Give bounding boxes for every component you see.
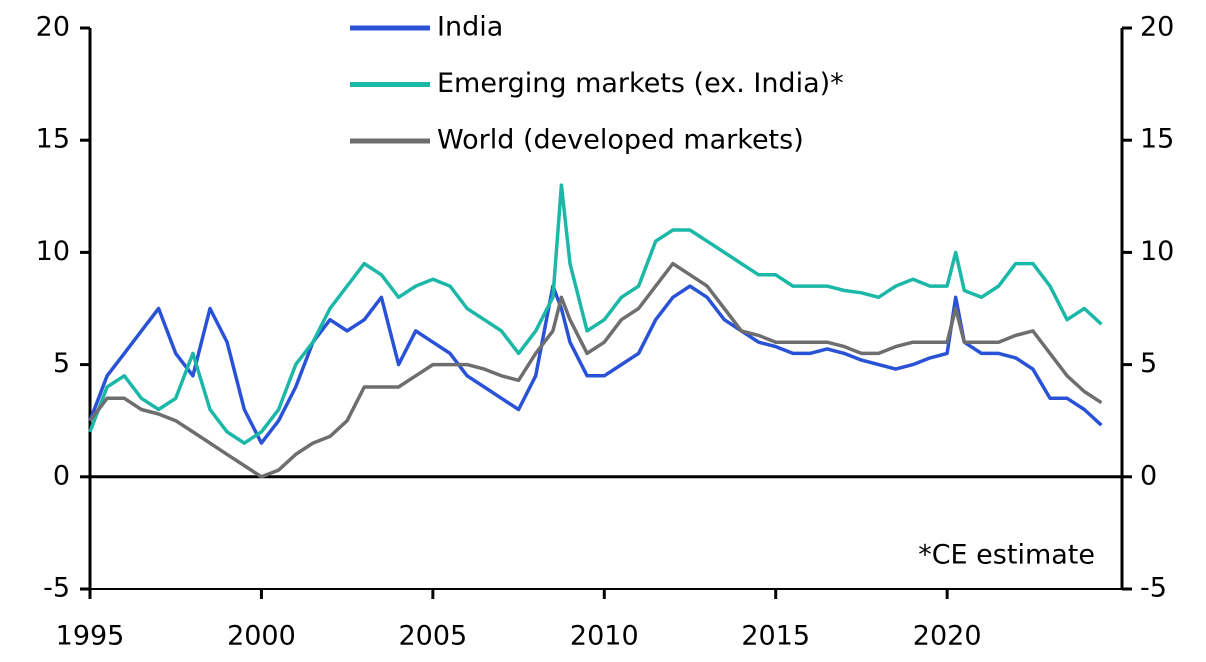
legend-label: World (developed markets) <box>437 125 804 156</box>
y2-tick-label: 0 <box>1140 460 1157 491</box>
line-series <box>88 261 1103 479</box>
y-tick-label: 10 <box>36 236 70 267</box>
y2-tick-label: -5 <box>1140 573 1167 604</box>
y2-tick-label: 5 <box>1140 348 1157 379</box>
y-tick-label: 0 <box>53 460 70 491</box>
x-tick-label: 2000 <box>227 621 296 652</box>
x-tick-label: 2005 <box>398 621 467 652</box>
x-tick-label: 2015 <box>741 621 810 652</box>
y2-tick-label: 10 <box>1140 236 1174 267</box>
x-tick-label: 2020 <box>913 621 982 652</box>
annotation: *CE estimate <box>918 540 1095 571</box>
y-tick-label: -5 <box>43 573 70 604</box>
y-tick-label: 15 <box>36 124 70 155</box>
x-tick-label: 1995 <box>56 621 125 652</box>
legend-label: Emerging markets (ex. India)* <box>437 68 844 99</box>
x-tick-label: 2010 <box>570 621 639 652</box>
y2-tick-label: 15 <box>1140 124 1174 155</box>
line-series <box>88 284 1103 445</box>
line-series <box>88 183 1103 445</box>
legend-label: India <box>437 12 503 43</box>
y-tick-label: 20 <box>36 12 70 43</box>
y-tick-label: 5 <box>53 348 70 379</box>
y2-tick-label: 20 <box>1140 12 1174 43</box>
